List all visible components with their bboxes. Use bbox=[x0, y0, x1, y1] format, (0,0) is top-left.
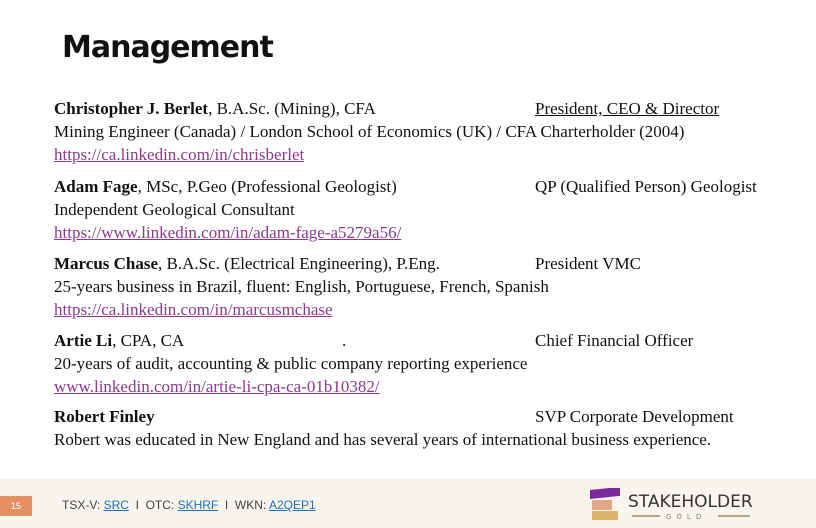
role: President, CEO & Director bbox=[535, 99, 720, 118]
name-row: Robert Finley SVP Corporate Development bbox=[54, 405, 814, 428]
role: QP (Qualified Person) Geologist bbox=[535, 177, 757, 196]
name-row: Christopher J. Berlet, B.A.Sc. (Mining),… bbox=[54, 97, 814, 120]
linkedin-link[interactable]: https://www.linkedin.com/in/adam-fage-a5… bbox=[54, 223, 402, 242]
name-row: Adam Fage, MSc, P.Geo (Professional Geol… bbox=[54, 175, 814, 198]
svg-text:GOLD: GOLD bbox=[666, 513, 706, 521]
description: Mining Engineer (Canada) / London School… bbox=[54, 122, 685, 141]
credentials: , MSc, P.Geo (Professional Geologist) bbox=[137, 177, 397, 196]
person-name: Robert Finley bbox=[54, 407, 155, 426]
linkedin-link[interactable]: www.linkedin.com/in/artie-li-cpa-ca-01b1… bbox=[54, 377, 380, 396]
footer: 15 TSX-V: SRC I OTC: SKHRF I WKN: A2QEP1… bbox=[0, 478, 816, 528]
name-row: Marcus Chase, B.A.Sc. (Electrical Engine… bbox=[54, 252, 814, 275]
description: Robert was educated in New England and h… bbox=[54, 430, 712, 449]
person-name: Adam Fage bbox=[54, 177, 138, 196]
page-number: 15 bbox=[0, 496, 32, 516]
ticker-info: TSX-V: SRC I OTC: SKHRF I WKN: A2QEP1 bbox=[62, 498, 316, 512]
credentials: , CPA, CA bbox=[112, 331, 185, 350]
stakeholder-gold-logo: STAKEHOLDER GOLD bbox=[590, 486, 780, 522]
credentials: , B.A.Sc. (Mining), CFA bbox=[208, 99, 376, 118]
person-entry: Adam Fage, MSc, P.Geo (Professional Geol… bbox=[54, 175, 814, 244]
person-name: Artie Li bbox=[54, 331, 113, 350]
person-name: Marcus Chase bbox=[54, 254, 159, 273]
role: President VMC bbox=[535, 254, 641, 273]
role: Chief Financial Officer bbox=[535, 331, 694, 350]
description: 20-years of audit, accounting & public c… bbox=[54, 354, 528, 373]
description: Independent Geological Consultant bbox=[54, 200, 295, 219]
person-entry: Artie Li, CPA, CA. Chief Financial Office… bbox=[54, 329, 814, 398]
tsx-link[interactable]: SRC bbox=[103, 498, 129, 512]
otc-link[interactable]: SKHRF bbox=[177, 498, 219, 512]
linkedin-link[interactable]: https://ca.linkedin.com/in/chrisberlet bbox=[54, 145, 305, 164]
person-entry: Christopher J. Berlet, B.A.Sc. (Mining),… bbox=[54, 97, 814, 166]
person-name: Christopher J. Berlet bbox=[54, 99, 209, 118]
person-entry: Marcus Chase, B.A.Sc. (Electrical Engine… bbox=[54, 252, 814, 321]
page-title: Management bbox=[62, 30, 274, 65]
wkn-link[interactable]: A2QEP1 bbox=[268, 498, 316, 512]
name-row: Artie Li, CPA, CA. Chief Financial Office… bbox=[54, 329, 814, 352]
linkedin-link[interactable]: https://ca.linkedin.com/in/marcusmchase bbox=[54, 300, 333, 319]
description: 25-years business in Brazil, fluent: Eng… bbox=[54, 277, 549, 296]
person-entry: Robert Finley SVP Corporate Development Ro… bbox=[54, 405, 814, 451]
dot: . bbox=[342, 331, 347, 350]
logo-text: STAKEHOLDER bbox=[628, 492, 753, 512]
role: SVP Corporate Development bbox=[535, 407, 734, 426]
credentials: , B.A.Sc. (Electrical Engineering), P.En… bbox=[158, 254, 440, 273]
